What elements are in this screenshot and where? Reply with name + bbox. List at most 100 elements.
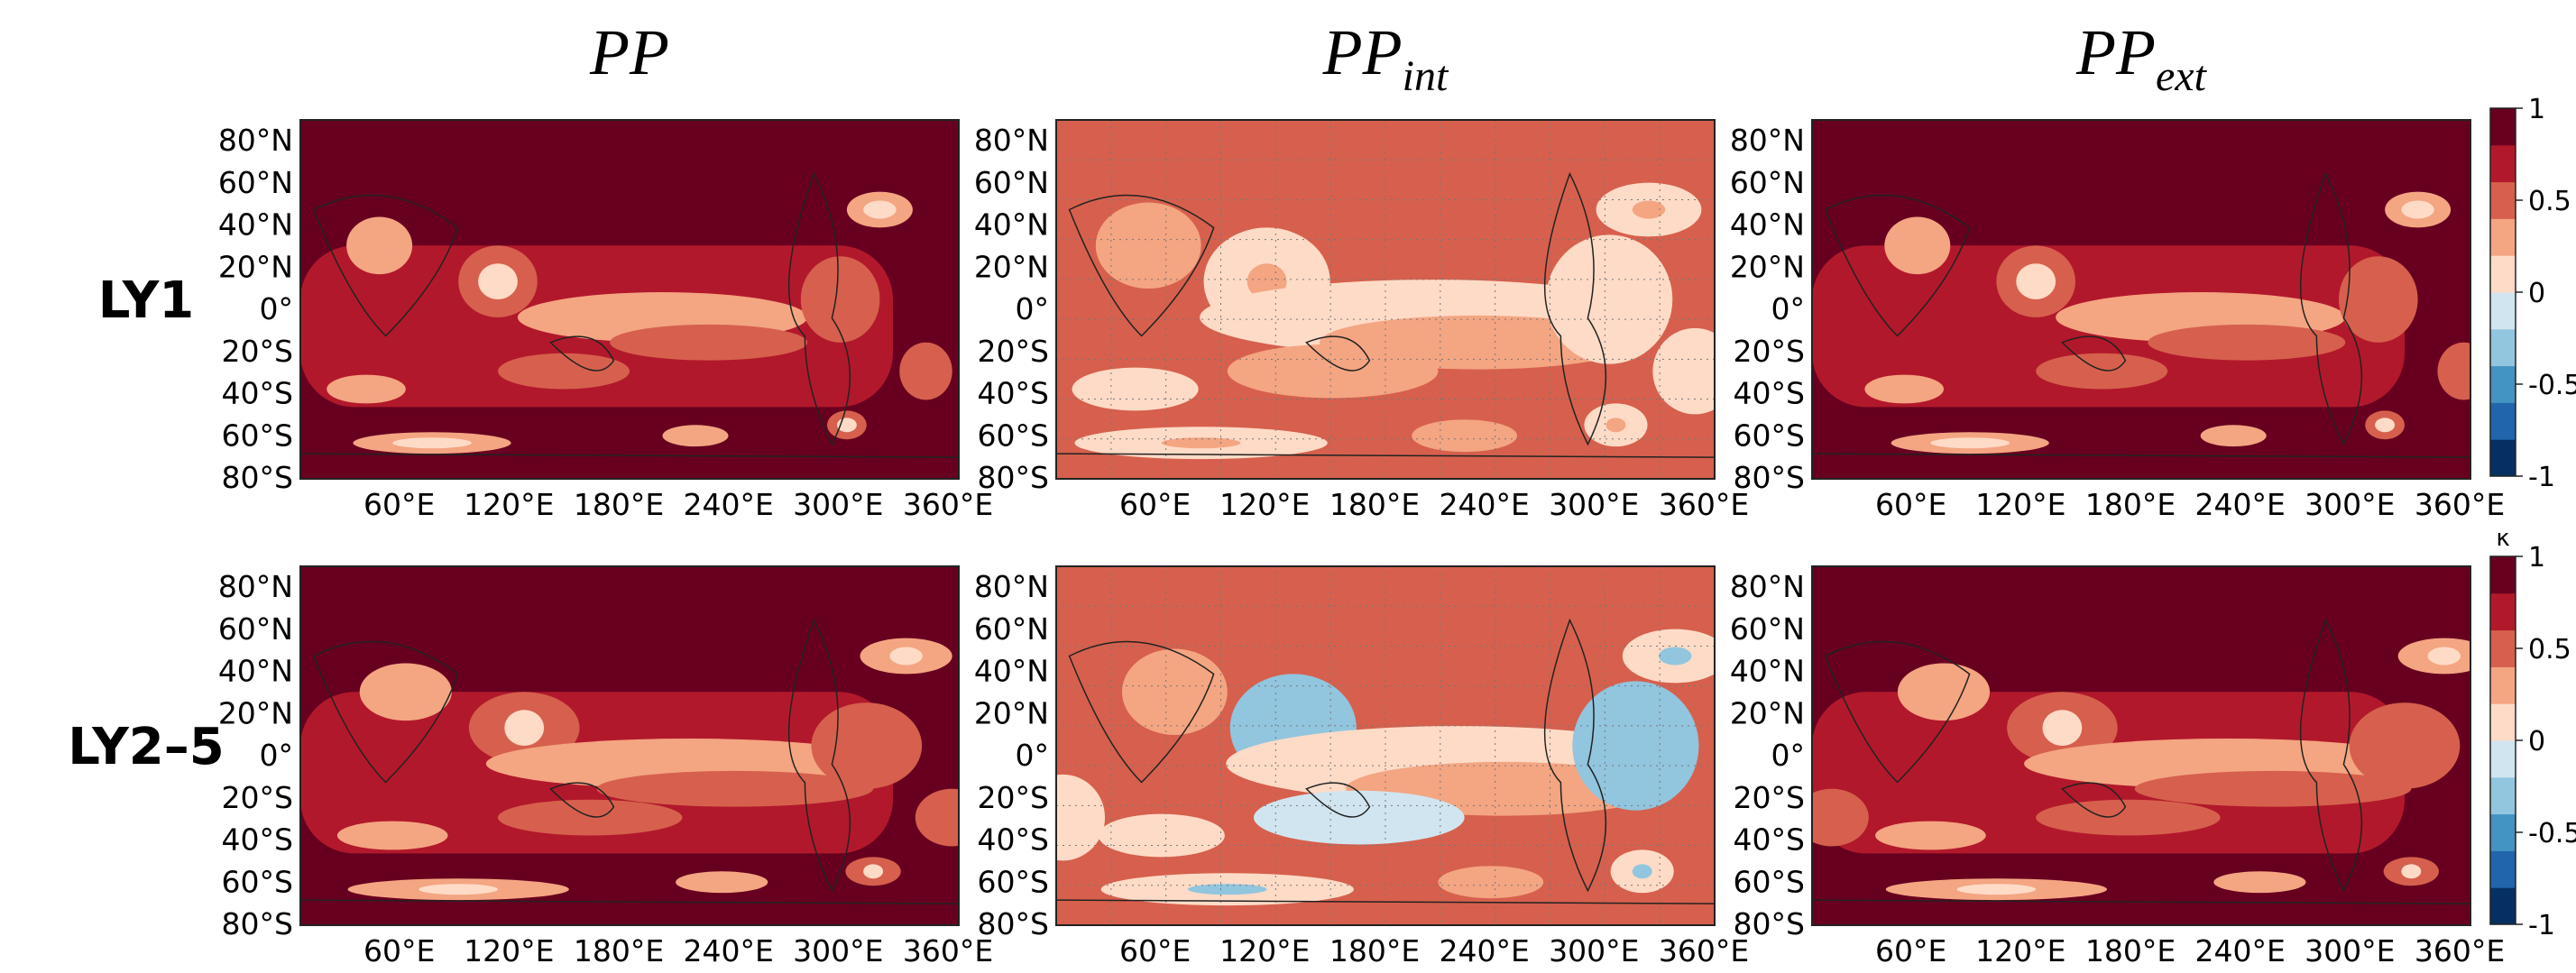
lat-tick-label: 60°S [1734,864,1805,899]
colorbar-segment [2490,181,2516,219]
lon-tick-label: 120°E [1219,487,1310,522]
map-field [359,663,452,721]
map-field [1956,884,2037,895]
map-field [2401,864,2422,879]
lat-tick-label: 20°S [1734,334,1805,369]
lon-tick-label: 240°E [1439,487,1529,522]
lat-tick-label: 80°S [978,460,1049,495]
map-field [1122,648,1228,736]
map-field [2437,342,2470,400]
lat-tick-label: 80°S [222,460,293,495]
map-field [676,871,768,894]
map-field [2016,263,2056,299]
lat-tick-label: 60°S [1734,418,1805,453]
lon-tick-label: 300°E [793,933,883,968]
map-field [498,799,683,836]
lat-tick-label: 80°S [1734,906,1805,941]
title-main: PP [1322,16,1403,88]
lat-tick-label: 0° [260,291,294,326]
colorbar-segment [2490,556,2516,594]
lat-tick-label: 80°N [1730,569,1805,604]
lat-tick-label: 40°S [222,822,293,858]
map-field [2036,353,2168,390]
lon-tick-label: 360°E [1659,487,1749,522]
colorbar-segment [2490,365,2516,403]
map-field [2339,256,2418,343]
lat-tick-label: 20°N [1730,249,1805,284]
colorbar-segment [2490,402,2516,440]
lat-tick-label: 20°N [974,249,1049,284]
lat-tick-label: 80°S [1734,460,1805,495]
lat-tick-label: 40°S [1734,822,1805,858]
colorbar-segment [2490,328,2516,367]
lat-tick-label: 80°S [978,906,1049,941]
map-field [1658,647,1692,665]
lon-tick-label: 300°E [1549,933,1639,968]
colorbar-segment [2490,592,2516,631]
map-panel [300,120,959,479]
colorbar-segment [2490,776,2516,815]
lat-tick-label: 20°N [1730,695,1805,730]
lat-tick-label: 60°N [1730,611,1805,647]
lat-tick-label: 60°S [978,418,1049,453]
map-field [2349,702,2461,789]
lat-tick-label: 20°N [218,695,293,730]
map-field [2042,710,2083,746]
lon-tick-label: 240°E [2194,933,2285,968]
map-field [863,200,897,219]
colorbar-segment [2490,108,2516,146]
map-field [419,884,498,895]
map-field [1572,681,1699,811]
colorbar-segment [2490,439,2516,477]
colorbar-tick-label: 0 [2528,726,2545,757]
lon-tick-label: 180°E [1329,933,1420,968]
map-frame [299,119,960,480]
map-field [478,263,518,299]
map-field [800,256,880,343]
map-field [1254,790,1465,845]
lon-tick-label: 180°E [574,487,664,522]
lon-tick-label: 360°E [903,933,993,968]
lat-tick-label: 40°S [978,822,1049,858]
lon-tick-label: 120°E [464,487,554,522]
lat-tick-label: 60°S [222,864,293,899]
map-field [811,702,923,789]
colorbar-tick-label: 0 [2528,278,2545,309]
map-field [2036,799,2221,836]
lon-tick-label: 120°E [464,933,554,968]
colorbar-tick-label: -0.5 [2528,370,2576,401]
lon-tick-label: 180°E [2085,487,2176,522]
coastline [312,618,851,893]
map-field [1875,821,1986,850]
map-field [1161,437,1241,449]
map-field [1897,663,1991,721]
map-field [1632,864,1652,879]
title-subscript: int [1403,52,1449,100]
lat-tick-label: 0° [1016,291,1050,326]
title-main: PP [2075,16,2156,88]
colorbar-segment [2490,887,2516,925]
lat-tick-label: 80°S [222,906,293,941]
lon-tick-label: 300°E [1549,487,1639,522]
lat-tick-label: 20°S [222,334,293,369]
map-field [596,770,874,807]
colorbar-tick-label: 0.5 [2528,186,2571,217]
map-field [1546,234,1673,364]
map-field [1056,774,1106,861]
map-field [662,425,729,447]
lon-tick-label: 60°E [363,933,435,968]
lat-tick-label: 40°N [218,654,293,689]
map-field [1632,200,1666,219]
coastline [300,899,959,904]
map-field [1188,884,1267,895]
map-field [392,437,472,449]
colorbar-tick-label: 1 [2528,94,2545,125]
lat-tick-label: 80°N [1730,123,1805,158]
lat-tick-label: 40°N [218,207,293,243]
column-title: PPint [1322,16,1449,100]
lon-tick-label: 60°E [363,487,435,522]
lon-tick-label: 60°E [1119,487,1191,522]
lon-tick-label: 240°E [683,933,773,968]
lon-tick-label: 360°E [1659,933,1749,968]
